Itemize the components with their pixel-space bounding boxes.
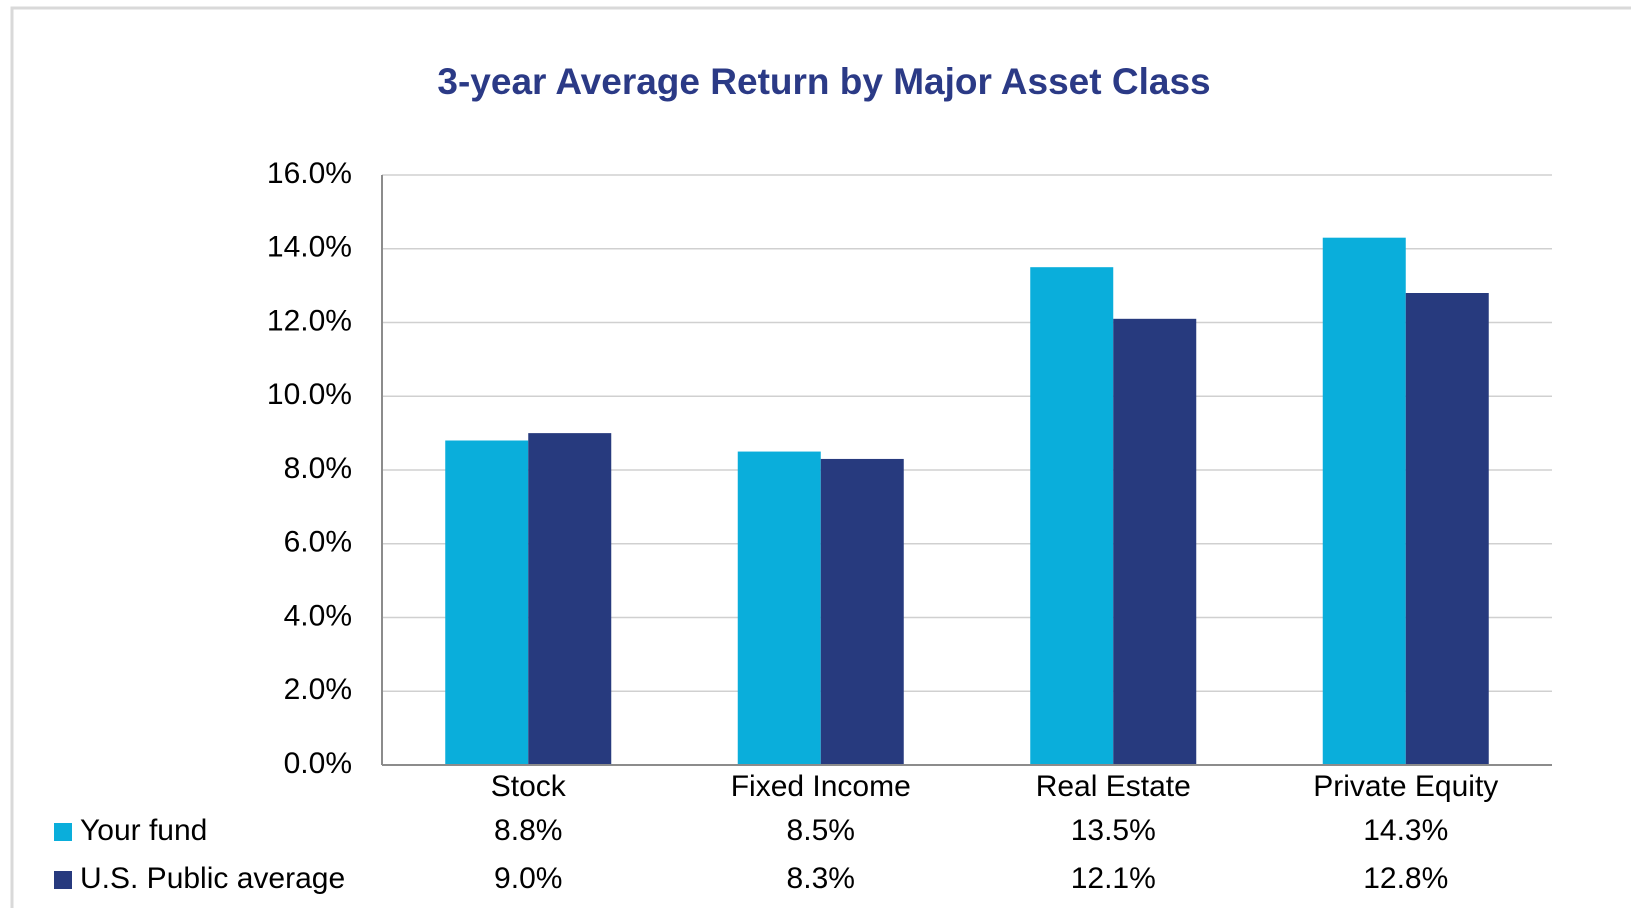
table-value: 8.8%	[494, 814, 562, 847]
y-tick-label: 10.0%	[267, 378, 352, 411]
x-tick-label: Fixed Income	[731, 770, 911, 803]
table-value: 8.5%	[787, 814, 855, 847]
y-tick-label: 16.0%	[267, 157, 352, 190]
y-tick-label: 8.0%	[284, 452, 352, 485]
legend-label: Your fund	[80, 814, 207, 847]
table-value: 13.5%	[1071, 814, 1156, 847]
table-value: 14.3%	[1363, 814, 1448, 847]
y-tick-label: 14.0%	[267, 231, 352, 264]
bar	[1113, 318, 1197, 765]
table-value: 9.0%	[494, 862, 562, 895]
y-tick-label: 12.0%	[267, 304, 352, 337]
frame	[10, 6, 1631, 908]
legend-swatch	[54, 823, 72, 841]
x-tick-label: Private Equity	[1313, 770, 1498, 803]
bar	[1405, 293, 1489, 765]
bar	[528, 433, 612, 765]
table-value: 12.8%	[1363, 862, 1448, 895]
bar	[1322, 237, 1406, 765]
bar	[445, 440, 529, 765]
legend-swatch	[54, 871, 72, 889]
y-tick-label: 6.0%	[284, 526, 352, 559]
chart-title: 3-year Average Return by Major Asset Cla…	[437, 61, 1210, 102]
y-tick-label: 4.0%	[284, 599, 352, 632]
y-tick-label: 0.0%	[284, 747, 352, 780]
table-value: 8.3%	[787, 862, 855, 895]
table-value: 12.1%	[1071, 862, 1156, 895]
bar	[1030, 267, 1114, 765]
x-tick-label: Real Estate	[1036, 770, 1191, 803]
y-tick-label: 2.0%	[284, 673, 352, 706]
x-tick-label: Stock	[491, 770, 567, 803]
legend-label: U.S. Public average	[80, 862, 345, 895]
bar	[737, 451, 821, 765]
bar	[820, 458, 904, 765]
